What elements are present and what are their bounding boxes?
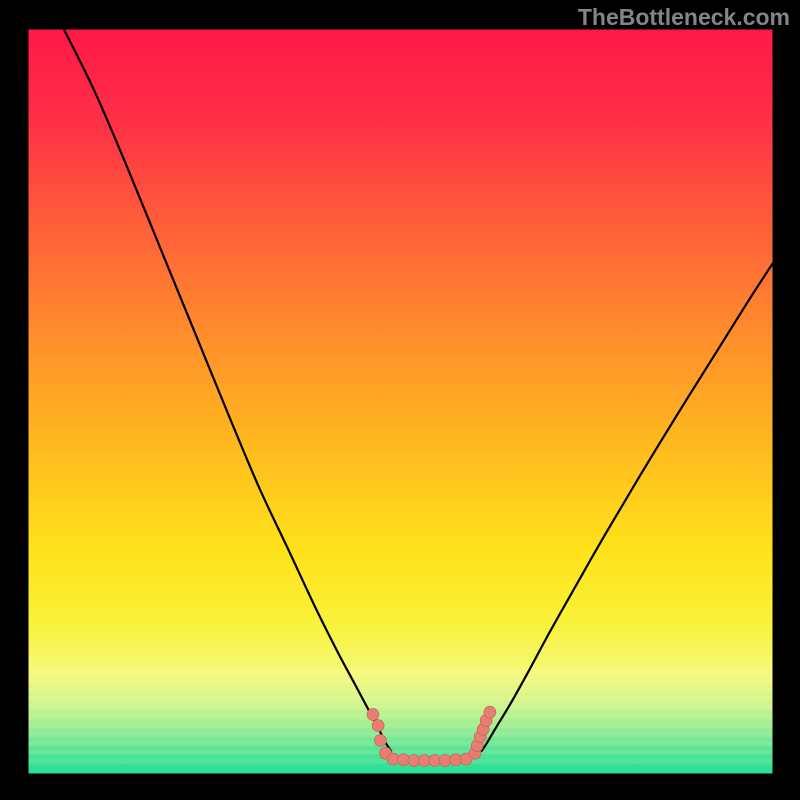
data-point	[484, 706, 496, 718]
data-point	[374, 734, 386, 746]
watermark-text: TheBottleneck.com	[578, 4, 790, 31]
data-point	[367, 708, 379, 720]
gradient-background	[28, 29, 773, 774]
bottleneck-curve-chart	[0, 0, 800, 800]
data-point	[372, 720, 384, 732]
